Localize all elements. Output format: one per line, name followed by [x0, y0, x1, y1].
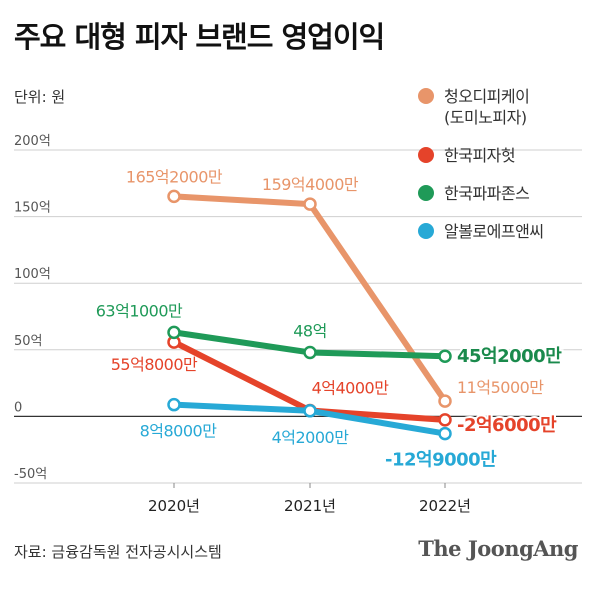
data-point — [303, 345, 317, 360]
data-point — [438, 426, 452, 441]
y-tick-label: 50억 — [14, 334, 43, 349]
legend-label: 한국피자헛 — [444, 146, 516, 165]
data-label: 48억 — [293, 321, 327, 340]
legend-item: 알볼로에프앤씨 — [418, 221, 598, 242]
y-axis-ticks: 200억 150억 100억 50억 0 -50억 — [14, 134, 51, 482]
data-point — [303, 404, 317, 418]
series-lines — [167, 189, 452, 441]
legend-item: 한국피자헛 — [418, 145, 598, 166]
y-tick-label: 200억 — [14, 134, 51, 149]
data-label: 159억4000만 — [262, 175, 359, 194]
x-tick-label: 2021년 — [284, 497, 336, 515]
y-tick-label: 150억 — [14, 201, 51, 216]
y-tick-label: 0 — [14, 400, 22, 415]
data-point — [438, 394, 452, 408]
legend-swatch — [418, 147, 434, 163]
data-point — [167, 325, 181, 340]
data-point — [438, 413, 452, 427]
data-label: 8억8000만 — [140, 422, 218, 441]
data-point — [167, 189, 181, 204]
x-tick-label: 2020년 — [148, 497, 200, 515]
legend-swatch — [418, 185, 434, 201]
legend-label: 한국파파존스 — [444, 184, 530, 203]
y-tick-label: -50억 — [14, 467, 47, 482]
data-label: 4억4000만 — [312, 379, 390, 398]
brand-logo: The JoongAng — [418, 536, 578, 561]
data-label: 45억2000만 — [457, 346, 562, 367]
legend-item: 청오디피케이 (도미노피자) — [418, 86, 598, 128]
data-label: 165억2000만 — [126, 167, 223, 186]
y-tick-label: 100억 — [14, 267, 51, 282]
x-axis-ticks: 2020년 2021년 2022년 — [148, 483, 471, 515]
data-labels: 165억2000만 159억4000만 11억5000만 55억8000만 4억4000… — [96, 167, 565, 472]
legend-swatch — [418, 88, 434, 104]
data-label: -12억9000만 — [385, 450, 497, 471]
legend-label: 청오디피케이 (도미노피자) — [444, 87, 530, 127]
data-label: 55억8000만 — [111, 355, 198, 374]
chart-title: 주요 대형 피자 브랜드 영업이익 — [14, 20, 385, 54]
legend-item: 한국파파존스 — [418, 183, 598, 204]
data-label: -2억6000만 — [457, 415, 557, 436]
series-line-0 — [171, 193, 448, 405]
data-point — [438, 349, 452, 363]
legend-swatch — [418, 223, 434, 239]
legend-label: 알볼로에프앤씨 — [444, 222, 544, 241]
data-point — [303, 197, 317, 211]
data-label: 4억2000만 — [272, 428, 350, 447]
source-note: 자료: 금융감독원 전자공시시스템 — [14, 543, 222, 561]
data-point — [167, 397, 181, 412]
data-label: 63억1000만 — [96, 301, 183, 320]
x-tick-label: 2022년 — [419, 497, 471, 515]
grid-lines — [14, 149, 582, 484]
data-label: 11억5000만 — [457, 378, 544, 397]
unit-label: 단위: 원 — [14, 88, 66, 106]
